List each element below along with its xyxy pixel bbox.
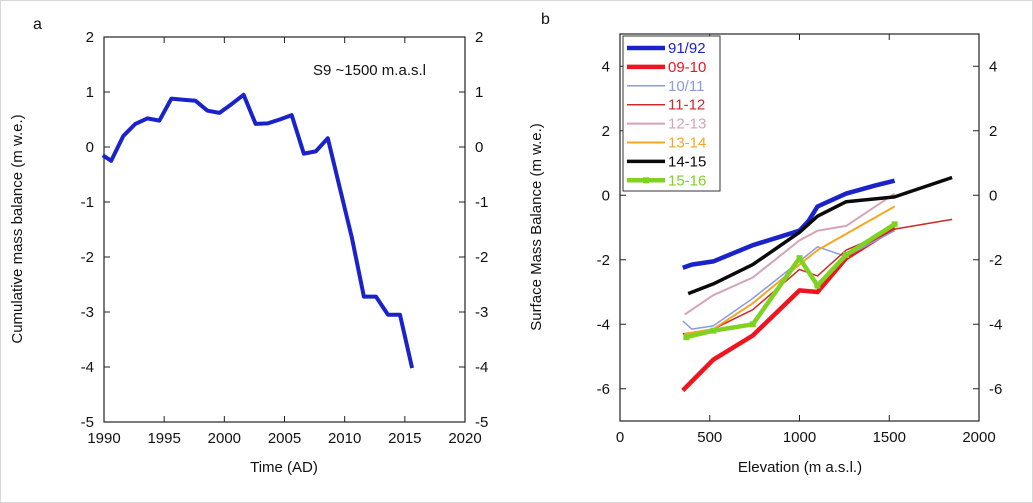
legend-label: 13-14: [668, 135, 706, 152]
y-tick-label: -1: [81, 194, 94, 211]
x-tick-label: 1000: [783, 429, 816, 446]
legend-marker: [643, 177, 649, 184]
panel-a-x-axis-label: Time (AD): [250, 459, 318, 476]
y-tick-label: -2: [81, 249, 94, 266]
y-tick-label-right: -4: [989, 316, 1002, 333]
legend-box: [622, 35, 721, 192]
y-tick-label-right: -4: [475, 359, 488, 376]
legend-label: 91/92: [668, 40, 706, 57]
y-tick-label-right: -6: [989, 381, 1002, 398]
series-line-09-10: [681, 225, 896, 392]
panel-b: b Elevation (m a.s.l.) Surface Mass Bala…: [528, 11, 1002, 476]
y-tick-label: -2: [597, 252, 610, 269]
y-tick-label-right: -2: [475, 249, 488, 266]
y-tick-label: 0: [86, 139, 94, 156]
y-tick-label: -4: [597, 316, 610, 333]
panel-a-label: a: [33, 16, 42, 33]
legend-label: 10/11: [668, 78, 704, 95]
y-tick-label-right: -1: [475, 194, 488, 211]
y-tick-label-right: 2: [989, 123, 997, 140]
x-tick-label: 0: [616, 429, 624, 446]
y-tick-label: 2: [86, 29, 94, 46]
series-line-91-92: [682, 178, 896, 270]
y-tick-label: 2: [602, 123, 610, 140]
y-tick-label: -4: [81, 359, 94, 376]
panel-a-y-axis-label: Cumulative mass balance (m w.e.): [9, 114, 26, 343]
y-tick-label: 0: [602, 187, 610, 204]
series-point: [814, 282, 821, 289]
x-tick-label: 500: [697, 429, 722, 446]
legend-label: 14-15: [668, 153, 706, 170]
x-tick-label: 2015: [388, 430, 421, 447]
panel-b-x-axis-label: Elevation (m a.s.l.): [738, 459, 862, 476]
x-tick-label: 2020: [448, 430, 481, 447]
panel-b-label: b: [541, 11, 550, 28]
x-tick-label: 1995: [147, 430, 180, 447]
series-line-12-13: [684, 192, 896, 316]
y-tick-label-right: 4: [989, 58, 997, 75]
series-line-14-15: [687, 175, 953, 296]
series-point: [710, 327, 717, 334]
y-tick-label-right: -2: [989, 252, 1002, 269]
series-point: [796, 255, 803, 262]
y-tick-label-right: -3: [475, 304, 488, 321]
series-point: [749, 321, 756, 328]
series-line: [101, 92, 415, 369]
y-tick-label-right: 2: [475, 29, 483, 46]
x-tick-label: 2010: [328, 430, 361, 447]
x-tick-label: 2000: [962, 429, 995, 446]
series-line-11-12: [682, 218, 953, 335]
series-point: [683, 334, 690, 341]
y-tick-label: -6: [597, 381, 610, 398]
legend-label: 15-16: [668, 172, 706, 189]
y-tick-label: 1: [86, 84, 94, 101]
panel-a: a S9 ~1500 m.a.s.l Time (AD) Cumulative …: [9, 16, 488, 476]
series-point: [843, 251, 850, 258]
x-tick-label: 2005: [268, 430, 301, 447]
x-tick-label: 2000: [208, 430, 241, 447]
panel-a-annotation: S9 ~1500 m.a.s.l: [313, 62, 426, 79]
y-tick-label-right: 0: [989, 187, 997, 204]
y-tick-label-right: 1: [475, 84, 483, 101]
legend-label: 11-12: [668, 97, 705, 114]
x-tick-label: 1500: [873, 429, 906, 446]
y-tick-label: -3: [81, 304, 94, 321]
y-tick-label-right: -5: [475, 414, 488, 431]
panel-b-y-axis-label: Surface Mass Balance (m w.e.): [528, 123, 545, 331]
y-tick-label: 4: [602, 58, 610, 75]
legend-label: 09-10: [668, 59, 706, 76]
y-tick-label: -5: [81, 414, 94, 431]
series-point: [891, 221, 898, 228]
x-tick-label: 1990: [87, 430, 120, 447]
legend-label: 12-13: [668, 116, 706, 133]
y-tick-label-right: 0: [475, 139, 483, 156]
